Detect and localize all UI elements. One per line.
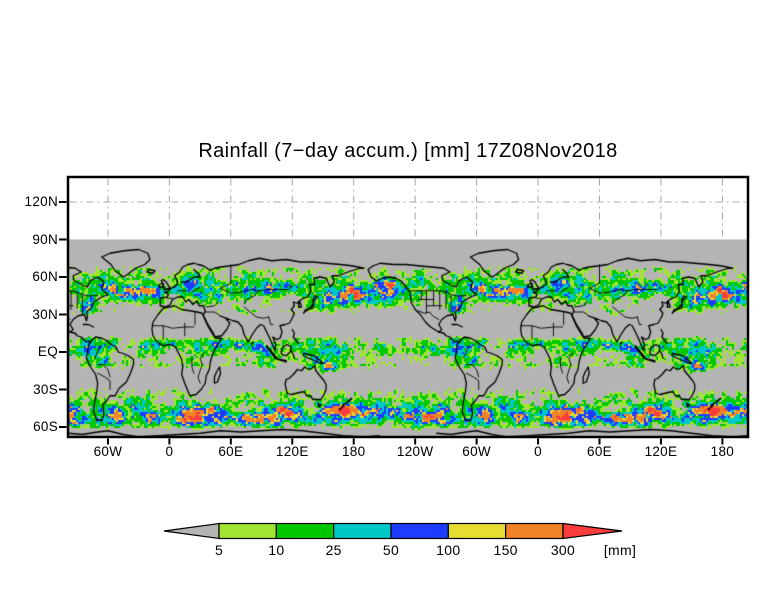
x-tick-label-2: 60E: [218, 444, 244, 459]
colorbar-above-arrow: [562, 522, 623, 540]
x-tick-label-5: 120W: [396, 444, 434, 459]
colorbar-level-label-6: 300: [550, 542, 576, 558]
colorbar-level-label-5: 150: [493, 542, 518, 558]
colorbar-segment-5: [505, 522, 564, 540]
x-tick-label-4: 180: [342, 444, 366, 459]
y-tick-label-3: 30N: [32, 306, 58, 322]
x-tick-label-7: 0: [534, 444, 542, 459]
y-tick-label-0: 120N: [24, 194, 58, 209]
y-tick-label-6: 60S: [33, 419, 58, 434]
colorbar-level-label-1: 10: [268, 542, 285, 558]
chart-title: Rainfall (7−day accum.) [mm] 17Z08Nov201…: [198, 140, 618, 162]
world-rainfall-map-canvas: [68, 177, 748, 437]
y-tick-label-2: 60N: [32, 269, 58, 284]
colorbar-segment-2: [333, 522, 392, 540]
y-tick-label-1: 90N: [32, 231, 58, 247]
y-tick-label-4: EQ: [37, 344, 58, 359]
colorbar-level-label-0: 5: [214, 542, 224, 558]
colorbar-segment-3: [390, 522, 449, 540]
colorbar-level-label-3: 50: [382, 542, 400, 558]
colorbar-segment-1: [275, 522, 335, 540]
colorbar-below-arrow: [163, 522, 220, 540]
x-tick-label-1: 0: [165, 444, 174, 459]
x-tick-label-8: 60E: [587, 444, 612, 459]
colorbar-level-label-2: 25: [325, 542, 342, 558]
x-tick-label-6: 60W: [462, 444, 491, 459]
x-tick-label-3: 120E: [275, 444, 309, 459]
x-tick-label-10: 180: [710, 444, 735, 459]
colorbar-segment-0: [218, 522, 277, 540]
colorbar-units-label: [mm]: [603, 542, 637, 558]
colorbar-segment-4: [447, 522, 507, 540]
y-tick-label-5: 30S: [33, 381, 58, 397]
colorbar-level-label-4: 100: [436, 542, 461, 558]
x-tick-label-9: 120E: [644, 444, 678, 459]
x-tick-label-0: 60W: [93, 444, 123, 459]
